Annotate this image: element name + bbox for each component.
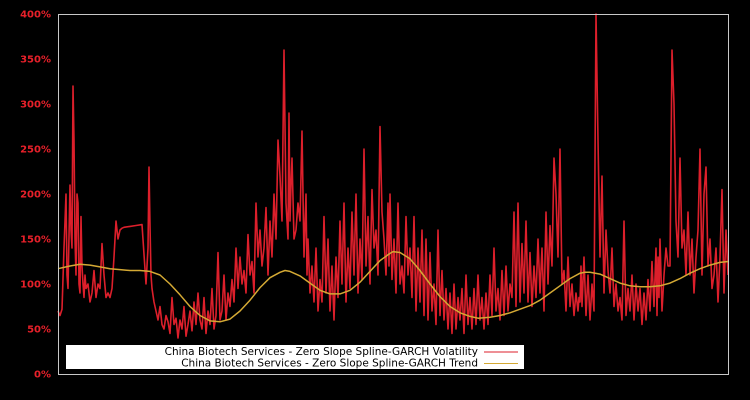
y-tick-label: 250% bbox=[20, 145, 51, 156]
y-tick-label: 400% bbox=[20, 10, 51, 21]
plot-series bbox=[57, 13, 729, 339]
y-tick-label: 200% bbox=[20, 190, 51, 201]
y-tick-label: 300% bbox=[20, 100, 51, 111]
y-tick-label: 50% bbox=[27, 325, 51, 336]
legend-label-volatility: China Biotech Services - Zero Slope Spli… bbox=[165, 346, 478, 358]
y-tick-label: 100% bbox=[20, 280, 51, 291]
trend-line bbox=[57, 250, 729, 323]
volatility-line bbox=[57, 13, 729, 339]
y-tick-label: 150% bbox=[20, 235, 51, 246]
legend-label-trend: China Biotech Services - Zero Slope Spli… bbox=[181, 358, 478, 370]
legend: China Biotech Services - Zero Slope Spli… bbox=[66, 345, 524, 370]
y-axis-ticks: 0% 50% 100% 150% 200% 250% 300% 350% 400% bbox=[20, 10, 51, 381]
y-tick-label: 350% bbox=[20, 55, 51, 66]
legend-box bbox=[66, 345, 524, 369]
plot-frame bbox=[58, 14, 729, 375]
y-tick-label: 0% bbox=[34, 370, 51, 381]
